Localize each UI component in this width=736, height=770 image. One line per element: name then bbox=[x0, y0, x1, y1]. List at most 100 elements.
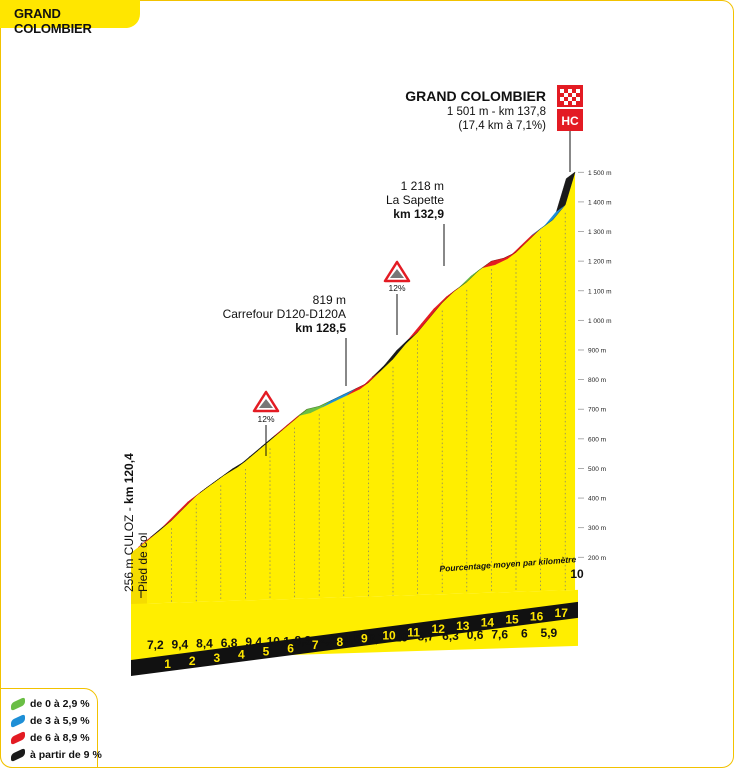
marker-2-km: km 132,9 bbox=[393, 207, 444, 221]
altitude-tick-label: 400 m bbox=[588, 496, 606, 503]
start-sub-label: Pied de col bbox=[136, 533, 150, 592]
gradient-value: 7,2 bbox=[147, 638, 164, 652]
gradient-value: 9,4 bbox=[172, 637, 189, 651]
km-label: 10 bbox=[382, 628, 396, 642]
gradient-number-zone bbox=[131, 589, 578, 660]
gradient-value: 10 bbox=[395, 630, 409, 644]
marker-1-altitude: 819 m bbox=[313, 293, 346, 307]
legend-swatch bbox=[11, 696, 25, 712]
legend-item-red: de 6 à 8,9 % bbox=[11, 730, 90, 746]
altitude-tick-label: 900 m bbox=[588, 347, 606, 354]
km-label: 5 bbox=[263, 644, 270, 658]
km-grid-lines bbox=[171, 212, 566, 603]
km-label: 3 bbox=[213, 651, 220, 665]
altitude-tick-label: 800 m bbox=[588, 377, 606, 384]
gradient-value: 0,6 bbox=[467, 628, 484, 642]
profile-top-edge bbox=[146, 171, 576, 541]
profile-side-face bbox=[131, 540, 147, 616]
warning-2-label: 12% bbox=[388, 283, 405, 293]
flag-check bbox=[576, 97, 580, 101]
gradient-value: 8,4 bbox=[196, 637, 213, 651]
gradient-legend: de 0 à 2,9 % de 3 à 5,9 % de 6 à 8,9 % à… bbox=[0, 688, 102, 768]
summit-stats: (17,4 km à 7,1%) bbox=[458, 120, 546, 132]
km-label: 11 bbox=[407, 625, 420, 639]
km-label: 16 bbox=[530, 609, 544, 623]
legend-item-black: à partir de 9 % bbox=[11, 747, 102, 763]
gradient-value: 4,5 bbox=[344, 632, 361, 646]
altitude-axis: 200 m 300 m 400 m 500 m 600 m 700 m 800 m 900 m… bbox=[578, 170, 612, 562]
flag-check bbox=[560, 97, 564, 101]
km-label: 4 bbox=[238, 648, 245, 662]
km-label: 6 bbox=[287, 641, 294, 655]
altitude-tick-label: 300 m bbox=[588, 525, 606, 532]
altitude-tick-label: 1 400 m bbox=[588, 199, 612, 206]
profile-band bbox=[131, 171, 578, 676]
flag-check bbox=[568, 89, 572, 93]
gradient-value: 8,7 bbox=[418, 630, 435, 644]
steep-warning-icon: 12% bbox=[252, 390, 280, 456]
km-label: 15 bbox=[505, 613, 519, 627]
km-label: 7 bbox=[312, 638, 319, 652]
marker-1-km: km 128,5 bbox=[295, 321, 346, 335]
km-label: 2 bbox=[189, 654, 196, 668]
start-label: 256 m CULOZ - bbox=[122, 504, 136, 592]
start-km: km 120,4 bbox=[122, 453, 136, 504]
altitude-tick-label: 700 m bbox=[588, 407, 606, 414]
gradient-value: 5,9 bbox=[541, 626, 558, 640]
gradient-value: 10,1 bbox=[267, 634, 291, 648]
flag-check bbox=[568, 97, 572, 101]
km-label: 13 bbox=[456, 619, 470, 633]
flag-check bbox=[564, 93, 568, 97]
gradient-value: 2,9 bbox=[319, 633, 336, 647]
gradient-segment bbox=[556, 171, 576, 212]
gradient-value: 7,6 bbox=[491, 627, 508, 641]
flag-check bbox=[572, 101, 576, 105]
gradient-value: 9,4 bbox=[245, 635, 262, 649]
summit-name: GRAND COLOMBIER bbox=[405, 88, 546, 104]
marker-1-name: Carrefour D120-D120A bbox=[223, 307, 346, 321]
flag-check bbox=[572, 93, 576, 97]
title-tab: GRAND COLOMBIER bbox=[0, 0, 140, 36]
altitude-tick-label: 600 m bbox=[588, 436, 606, 443]
hc-badge: HC bbox=[557, 109, 583, 131]
km-label: 1 bbox=[164, 657, 171, 671]
altitude-tick-label: 1 200 m bbox=[588, 259, 612, 266]
start-annotation: 256 m CULOZ - km 120,4 Pied de col bbox=[122, 453, 150, 592]
km-label: 17 bbox=[555, 606, 569, 620]
altitude-tick-label: 1 100 m bbox=[588, 288, 612, 295]
legend-item-green: de 0 à 2,9 % bbox=[11, 696, 90, 712]
profile-area bbox=[131, 172, 576, 616]
steep-warning-icon: 12% bbox=[383, 260, 411, 335]
marker-2-altitude: 1 218 m bbox=[401, 179, 444, 193]
gradient-value: 10 bbox=[570, 567, 584, 581]
legend-item-blue: de 3 à 5,9 % bbox=[11, 713, 90, 729]
km-label: 12 bbox=[432, 622, 446, 636]
altitude-tick-label: 1 000 m bbox=[588, 318, 612, 325]
altitude-tick-label: 200 m bbox=[588, 555, 606, 562]
km-label: 8 bbox=[336, 635, 343, 649]
flag-check bbox=[576, 89, 580, 93]
marker-2-name: La Sapette bbox=[386, 193, 444, 207]
gradient-value: 6,3 bbox=[442, 629, 459, 643]
svg-text:256 m CULOZ - km 120,4: 256 m CULOZ - km 120,4 bbox=[122, 453, 136, 592]
altitude-tick-label: 500 m bbox=[588, 466, 606, 473]
hc-badge-label: HC bbox=[561, 114, 579, 128]
altitude-tick-label: 1 300 m bbox=[588, 229, 612, 236]
gradient-value: 8,7 bbox=[368, 631, 385, 645]
page-title: GRAND COLOMBIER bbox=[14, 6, 92, 36]
gradient-value: 6,8 bbox=[221, 636, 238, 650]
km-labels: 1 2 3 4 5 6 7 8 9 10 11 12 13 14 15 16 17 bbox=[164, 606, 568, 671]
km-label: 14 bbox=[481, 616, 495, 630]
km-label: 9 bbox=[361, 632, 368, 646]
gradient-value: 6 bbox=[521, 627, 528, 641]
altitude-tick-label: 1 500 m bbox=[588, 170, 612, 177]
km-band bbox=[131, 601, 578, 676]
legend-swatch bbox=[11, 747, 25, 763]
summit-altitude: 1 501 m - km 137,8 bbox=[447, 106, 546, 118]
gradient-value: 8,3 bbox=[295, 634, 312, 648]
warning-1-label: 12% bbox=[257, 414, 274, 424]
flag-check bbox=[564, 101, 568, 105]
